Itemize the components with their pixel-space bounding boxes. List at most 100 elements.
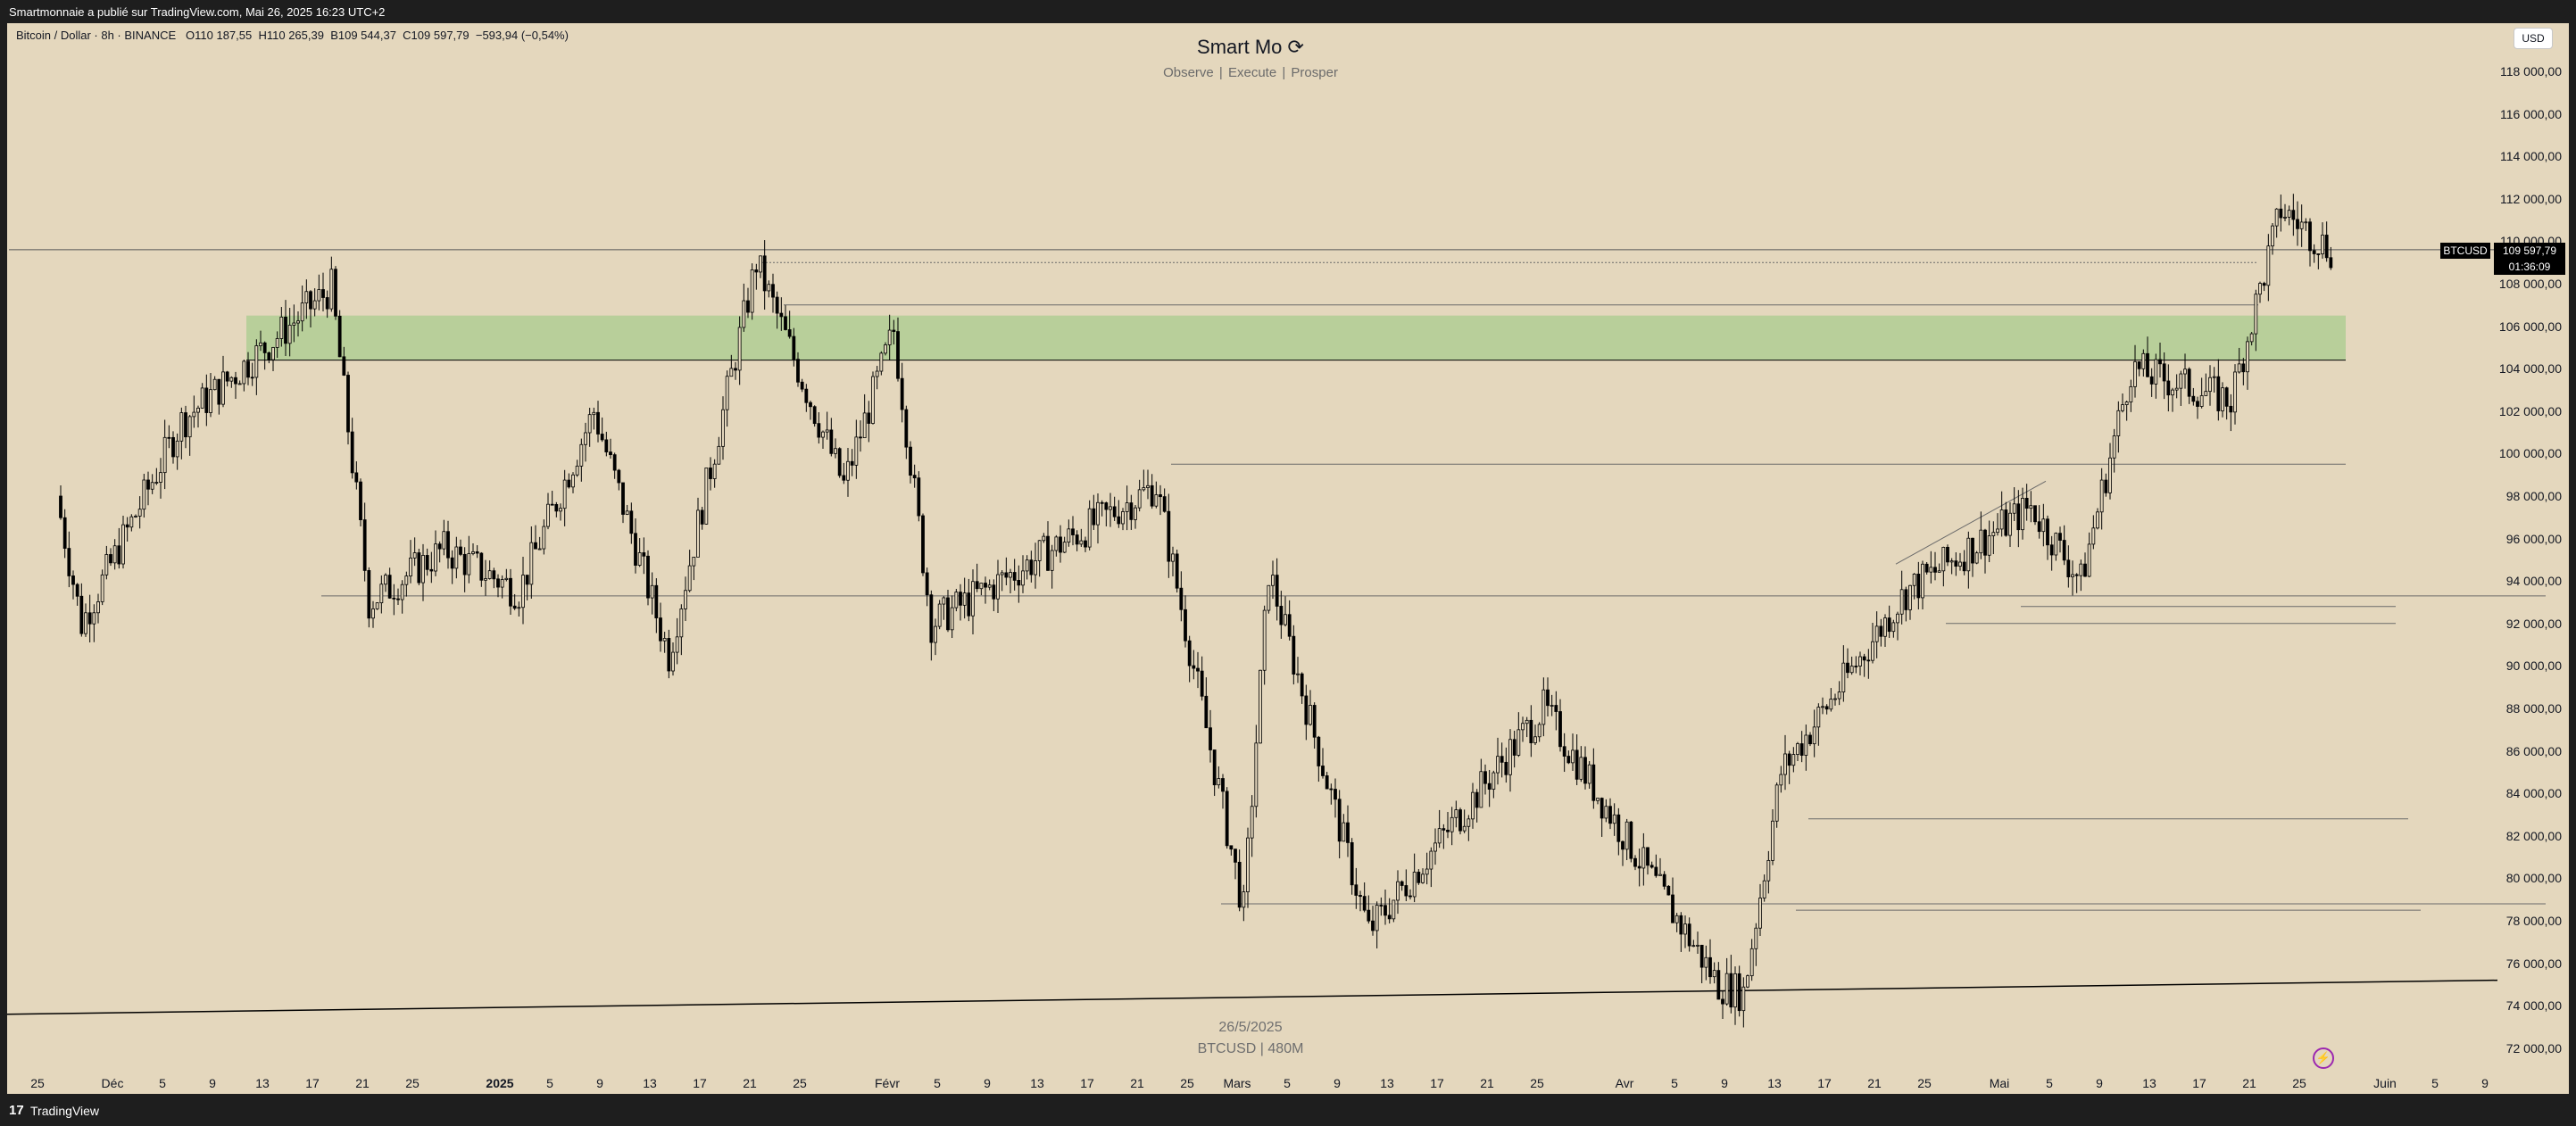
candle-body [142, 479, 146, 510]
candle-body [1966, 537, 1971, 572]
candle-body [492, 570, 496, 580]
currency-selector[interactable]: USD [2514, 28, 2553, 49]
candle-body [2237, 363, 2241, 373]
candle-body [121, 524, 125, 565]
candle-body [1529, 719, 1533, 743]
candle-body [2096, 511, 2099, 529]
candle-body [737, 327, 742, 371]
candle-body [1334, 789, 1337, 800]
candle-body [1962, 561, 1966, 572]
candle-body [384, 575, 387, 585]
candle-body [654, 584, 659, 618]
candle-body [150, 482, 154, 490]
symbol-legend: Bitcoin / Dollar · 8h · BINANCE O110 187… [16, 29, 569, 42]
candle-body [1059, 536, 1062, 553]
candle-body [2179, 373, 2183, 389]
candle-body [1150, 484, 1154, 507]
candle-body [1309, 705, 1312, 725]
candle-body [225, 371, 229, 382]
candle-body [59, 495, 62, 518]
candle-body [2224, 387, 2229, 407]
candle-body [1458, 809, 1462, 832]
candle-body [2187, 368, 2191, 397]
candle-body [1871, 641, 1874, 661]
trend-line [7, 979, 2498, 1015]
time-scale-label: 13 [643, 1076, 657, 1090]
candle-body [1246, 837, 1250, 892]
time-scale-label: 9 [209, 1076, 216, 1090]
candle-body [634, 533, 637, 566]
candle-body [792, 335, 796, 360]
candle-body [2329, 257, 2333, 269]
candle-body [117, 545, 121, 565]
candle-body [2033, 505, 2037, 523]
candle-body [2054, 533, 2058, 556]
candle-body [275, 338, 279, 348]
candle-body [2321, 235, 2324, 255]
candle-body [221, 371, 225, 405]
candle-body [884, 344, 887, 354]
candle-body [1175, 553, 1179, 589]
candle-body [2196, 401, 2199, 407]
candle-body [329, 269, 334, 310]
candle-body [1371, 920, 1375, 931]
candle-body [1517, 729, 1521, 756]
time-scale-label: 21 [743, 1076, 757, 1090]
candle-body [625, 510, 629, 515]
time-scale-label: 5 [2046, 1076, 2053, 1090]
candle-body [2091, 527, 2096, 545]
candle-body [100, 574, 104, 602]
candle-body [946, 597, 950, 631]
candle-body [1699, 944, 1704, 968]
candle-body [325, 297, 329, 310]
time-scale-label: Avr [1615, 1076, 1634, 1090]
candle-body [1009, 572, 1012, 578]
candle-body [1933, 567, 1937, 573]
candle-body [1971, 537, 1974, 564]
candle-body [784, 316, 787, 330]
candle-body [1067, 528, 1071, 543]
price-scale-label: 114 000,00 [2499, 149, 2562, 164]
candle-body [2108, 457, 2112, 493]
candle-body [1604, 806, 1608, 819]
candle-body [434, 543, 437, 572]
top-bar: Smartmonnaie a publié sur TradingView.co… [0, 0, 2576, 23]
candle-body [1662, 873, 1666, 887]
candle-body [1109, 506, 1112, 510]
candle-body [1608, 806, 1612, 824]
candle-body [2021, 498, 2024, 531]
candle-body [529, 542, 534, 585]
candle-body [1229, 845, 1234, 850]
candle-body [1287, 614, 1292, 637]
candle-body [1899, 589, 1904, 615]
candle-body [159, 472, 162, 483]
legend-symbol: Bitcoin / Dollar · 8h · BINANCE [16, 29, 177, 42]
candle-body [346, 375, 350, 433]
candle-body [1087, 508, 1092, 548]
candle-body [167, 436, 171, 439]
candle-body [1154, 494, 1159, 507]
candle-body [1387, 915, 1392, 920]
candle-body [2062, 540, 2066, 561]
candle-body [1908, 584, 1912, 610]
candle-body [500, 579, 504, 588]
price-chart[interactable] [7, 23, 2569, 1094]
candle-body [1021, 570, 1025, 586]
brand-tagline: Observe | Execute | Prosper [1163, 65, 1338, 80]
legend-low: B109 544,37 [330, 29, 396, 42]
candle-body [1846, 662, 1849, 674]
chart-pane[interactable]: Bitcoin / Dollar · 8h · BINANCE O110 187… [7, 23, 2569, 1094]
candle-body [292, 322, 296, 326]
candle-body [892, 329, 896, 332]
candle-body [692, 556, 696, 567]
candle-body [1771, 820, 1774, 861]
candle-body [879, 352, 884, 372]
candle-body [1112, 506, 1117, 517]
footer-brand: TradingView [30, 1104, 100, 1118]
candle-body [2058, 533, 2062, 541]
candle-body [1796, 743, 1799, 755]
candle-body [175, 440, 179, 458]
lightning-icon[interactable]: ⚡ [2313, 1047, 2334, 1069]
candle-body [2066, 559, 2071, 577]
candle-body [2083, 563, 2087, 577]
